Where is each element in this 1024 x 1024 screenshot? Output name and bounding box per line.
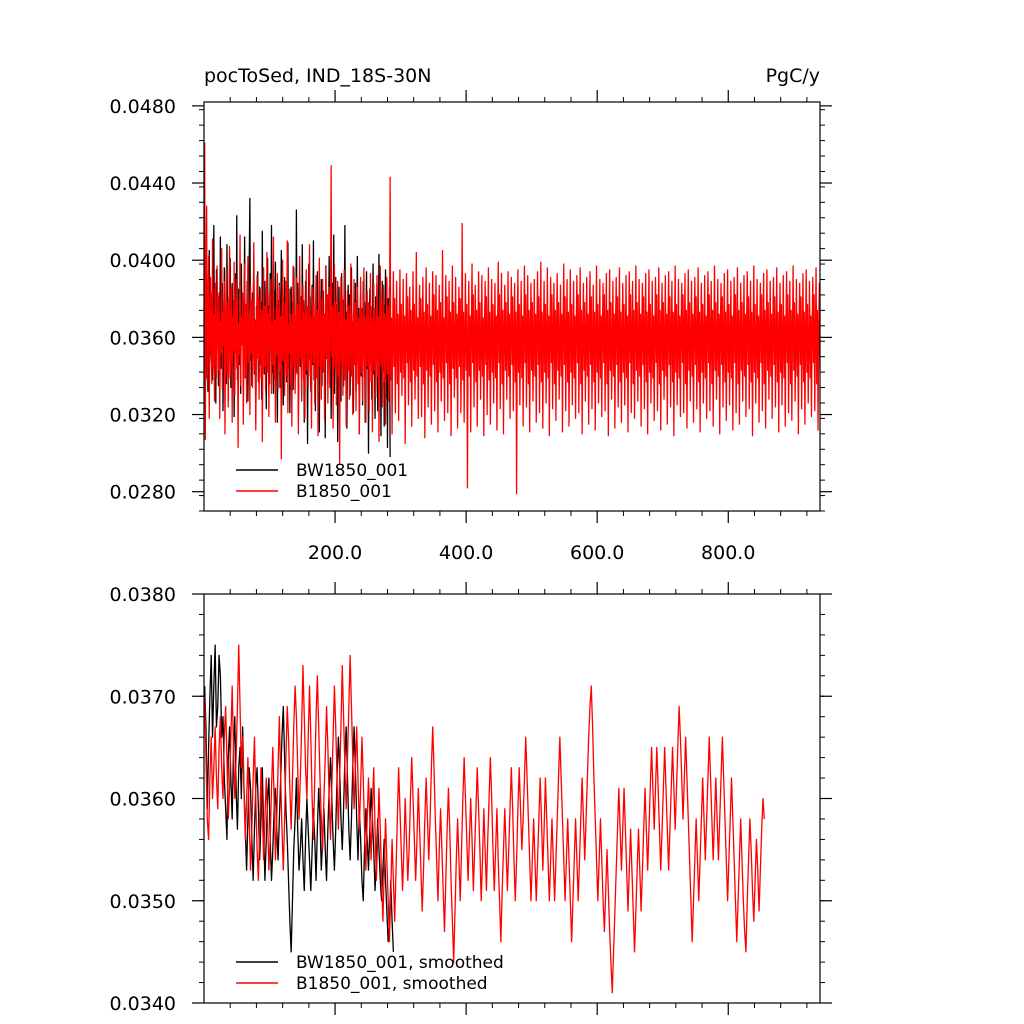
plot-frame — [203, 101, 821, 512]
bottom-panel: 0.0380 0.0370 0.0360 0.0350 0.0340 BW1850_001… — [110, 582, 832, 1015]
x-tick-label: 400.0 — [439, 542, 493, 564]
y-tick-label: 0.0440 — [110, 173, 176, 195]
y-tick-label: 0.0370 — [110, 686, 176, 708]
x-tick-label: 800.0 — [701, 542, 755, 564]
y-tick-label: 0.0480 — [110, 96, 176, 118]
legend-label: BW1850_001 — [296, 461, 408, 481]
x-tick-label: 200.0 — [308, 542, 362, 564]
y-tick-label: 0.0380 — [110, 584, 176, 606]
top-panel: 0.0480 0.0440 0.0400 0.0360 0.0320 0.0280 200.… — [110, 65, 832, 564]
series-line-b1850 — [204, 644, 765, 994]
series-line-b1850 — [204, 142, 820, 495]
legend-label: B1850_001 — [296, 482, 392, 502]
y-tick-label: 0.0280 — [110, 482, 176, 504]
y-tick-label: 0.0360 — [110, 789, 176, 811]
chart-title: pocToSed, IND_18S-30N — [204, 65, 431, 87]
y-tick-label: 0.0350 — [110, 891, 176, 913]
y-tick-label: 0.0320 — [110, 405, 176, 427]
x-tick-label: 600.0 — [570, 542, 624, 564]
units-label: PgC/y — [766, 65, 820, 87]
y-tick-label: 0.0360 — [110, 327, 176, 349]
legend-label: BW1850_001, smoothed — [296, 953, 504, 973]
legend-label: B1850_001, smoothed — [296, 974, 488, 994]
series-line-bw1850 — [204, 644, 395, 953]
y-tick-label: 0.0340 — [110, 993, 176, 1015]
y-tick-label: 0.0400 — [110, 250, 176, 272]
